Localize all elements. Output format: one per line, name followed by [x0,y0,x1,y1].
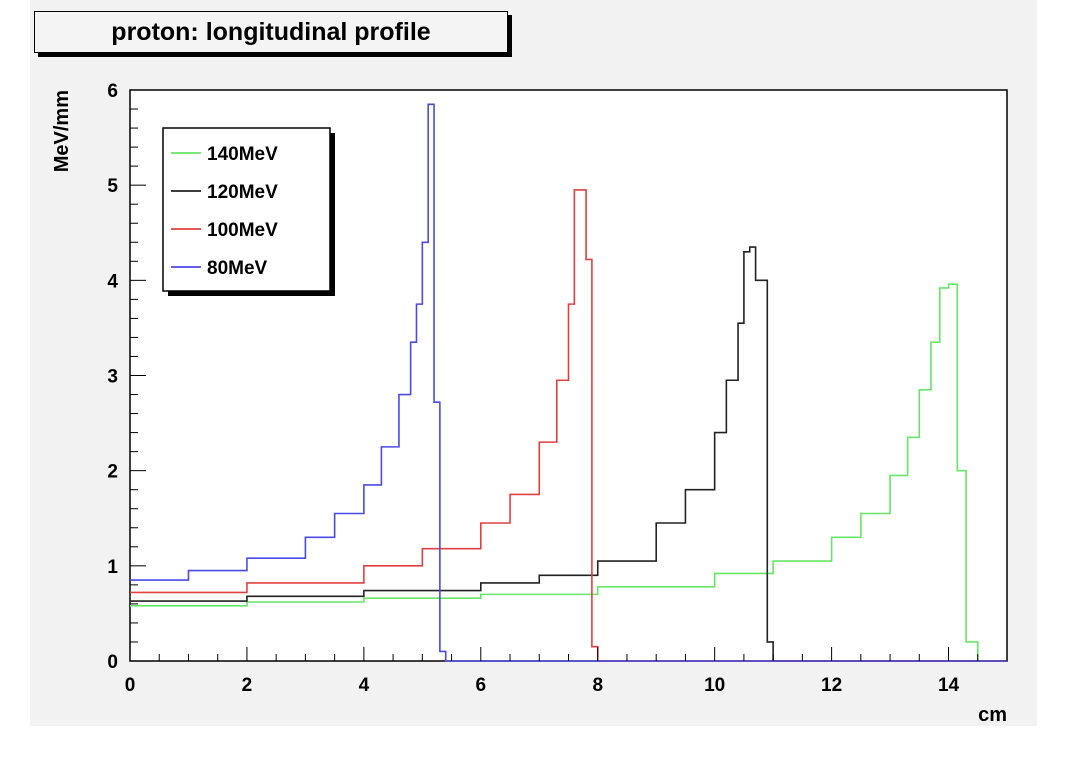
x-tick-label: 8 [592,675,603,696]
y-tick-label: 5 [107,176,118,197]
y-tick-label: 0 [107,652,118,673]
x-tick-label: 2 [242,675,253,696]
legend-label-140MeV: 140MeV [207,144,278,165]
x-tick-label: 14 [938,675,960,696]
x-tick-label: 12 [821,675,842,696]
chart-title-box: proton: longitudinal profile [34,11,508,53]
legend-label-80MeV: 80MeV [207,258,268,279]
series-line-100MeV [130,189,1007,662]
y-axis-label: MeV/mm [51,90,73,172]
series-line-140MeV [130,283,1007,662]
chart-title: proton: longitudinal profile [111,17,431,46]
x-tick-label: 4 [359,675,370,696]
series-line-120MeV [130,246,1007,662]
y-tick-label: 4 [107,271,118,292]
legend-label-120MeV: 120MeV [207,182,278,203]
x-tick-label: 10 [704,675,725,696]
x-tick-label: 6 [476,675,487,696]
series-line-80MeV [130,103,1007,662]
y-tick-label: 1 [107,557,118,578]
y-tick-label: 2 [107,462,118,483]
legend-label-100MeV: 100MeV [207,220,278,241]
y-tick-label: 6 [107,81,118,102]
x-axis-label: cm [978,704,1007,726]
legend [162,127,331,292]
x-tick-label: 0 [125,675,136,696]
y-tick-label: 3 [107,367,118,388]
